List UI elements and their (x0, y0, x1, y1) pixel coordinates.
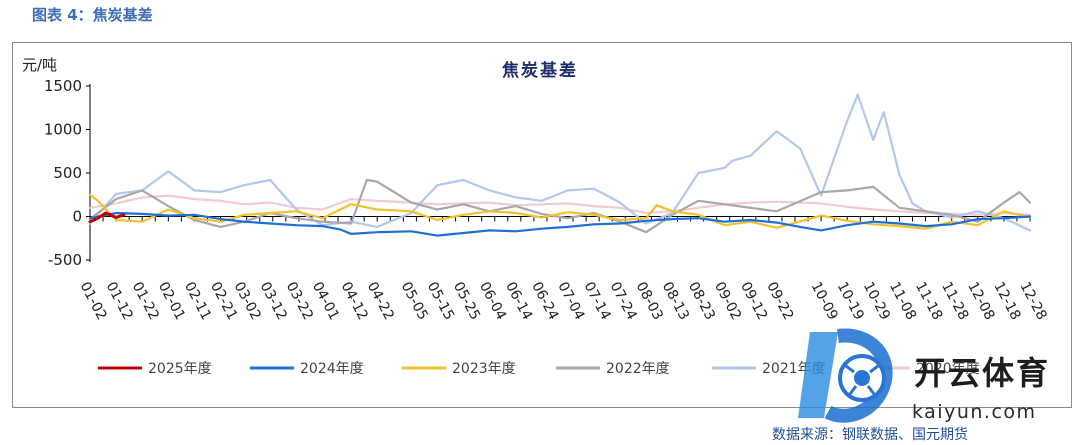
series-line-2020年度 (88, 194, 1032, 216)
y-tick-label: -500 (48, 251, 82, 269)
watermark-domain: kaiyun.com (912, 401, 1037, 423)
series-line-2022年度 (88, 178, 1032, 234)
series-group (88, 93, 1032, 237)
watermark-brand: 开云体育 (914, 354, 1050, 392)
legend-label: 2022年度 (606, 361, 670, 377)
series-line-2024年度 (88, 211, 1032, 237)
source-note: 数据来源：钢联数据、国元期货 (772, 427, 968, 443)
legend-label: 2020年度 (916, 361, 980, 377)
y-tick-label: 500 (53, 164, 82, 182)
figure-label: 图表 4：焦炭基差 (32, 6, 153, 24)
series-line-2025年度 (88, 211, 126, 224)
chart-frame (12, 42, 1072, 408)
y-tick-label: 1500 (44, 77, 82, 95)
kaiyun-logo-icon (798, 328, 893, 423)
chart-title: 焦炭基差 (501, 60, 578, 81)
legend-label: 2023年度 (452, 361, 516, 377)
legend-label: 2025年度 (148, 361, 212, 377)
y-tick-label: 0 (72, 208, 82, 226)
watermark: 开云体育 kaiyun.com (780, 326, 1080, 426)
y-axis-label: 元/吨 (22, 56, 57, 74)
series-line-2021年度 (88, 93, 1032, 232)
legend-label: 2024年度 (300, 361, 364, 377)
y-tick-label: 1000 (44, 121, 82, 139)
